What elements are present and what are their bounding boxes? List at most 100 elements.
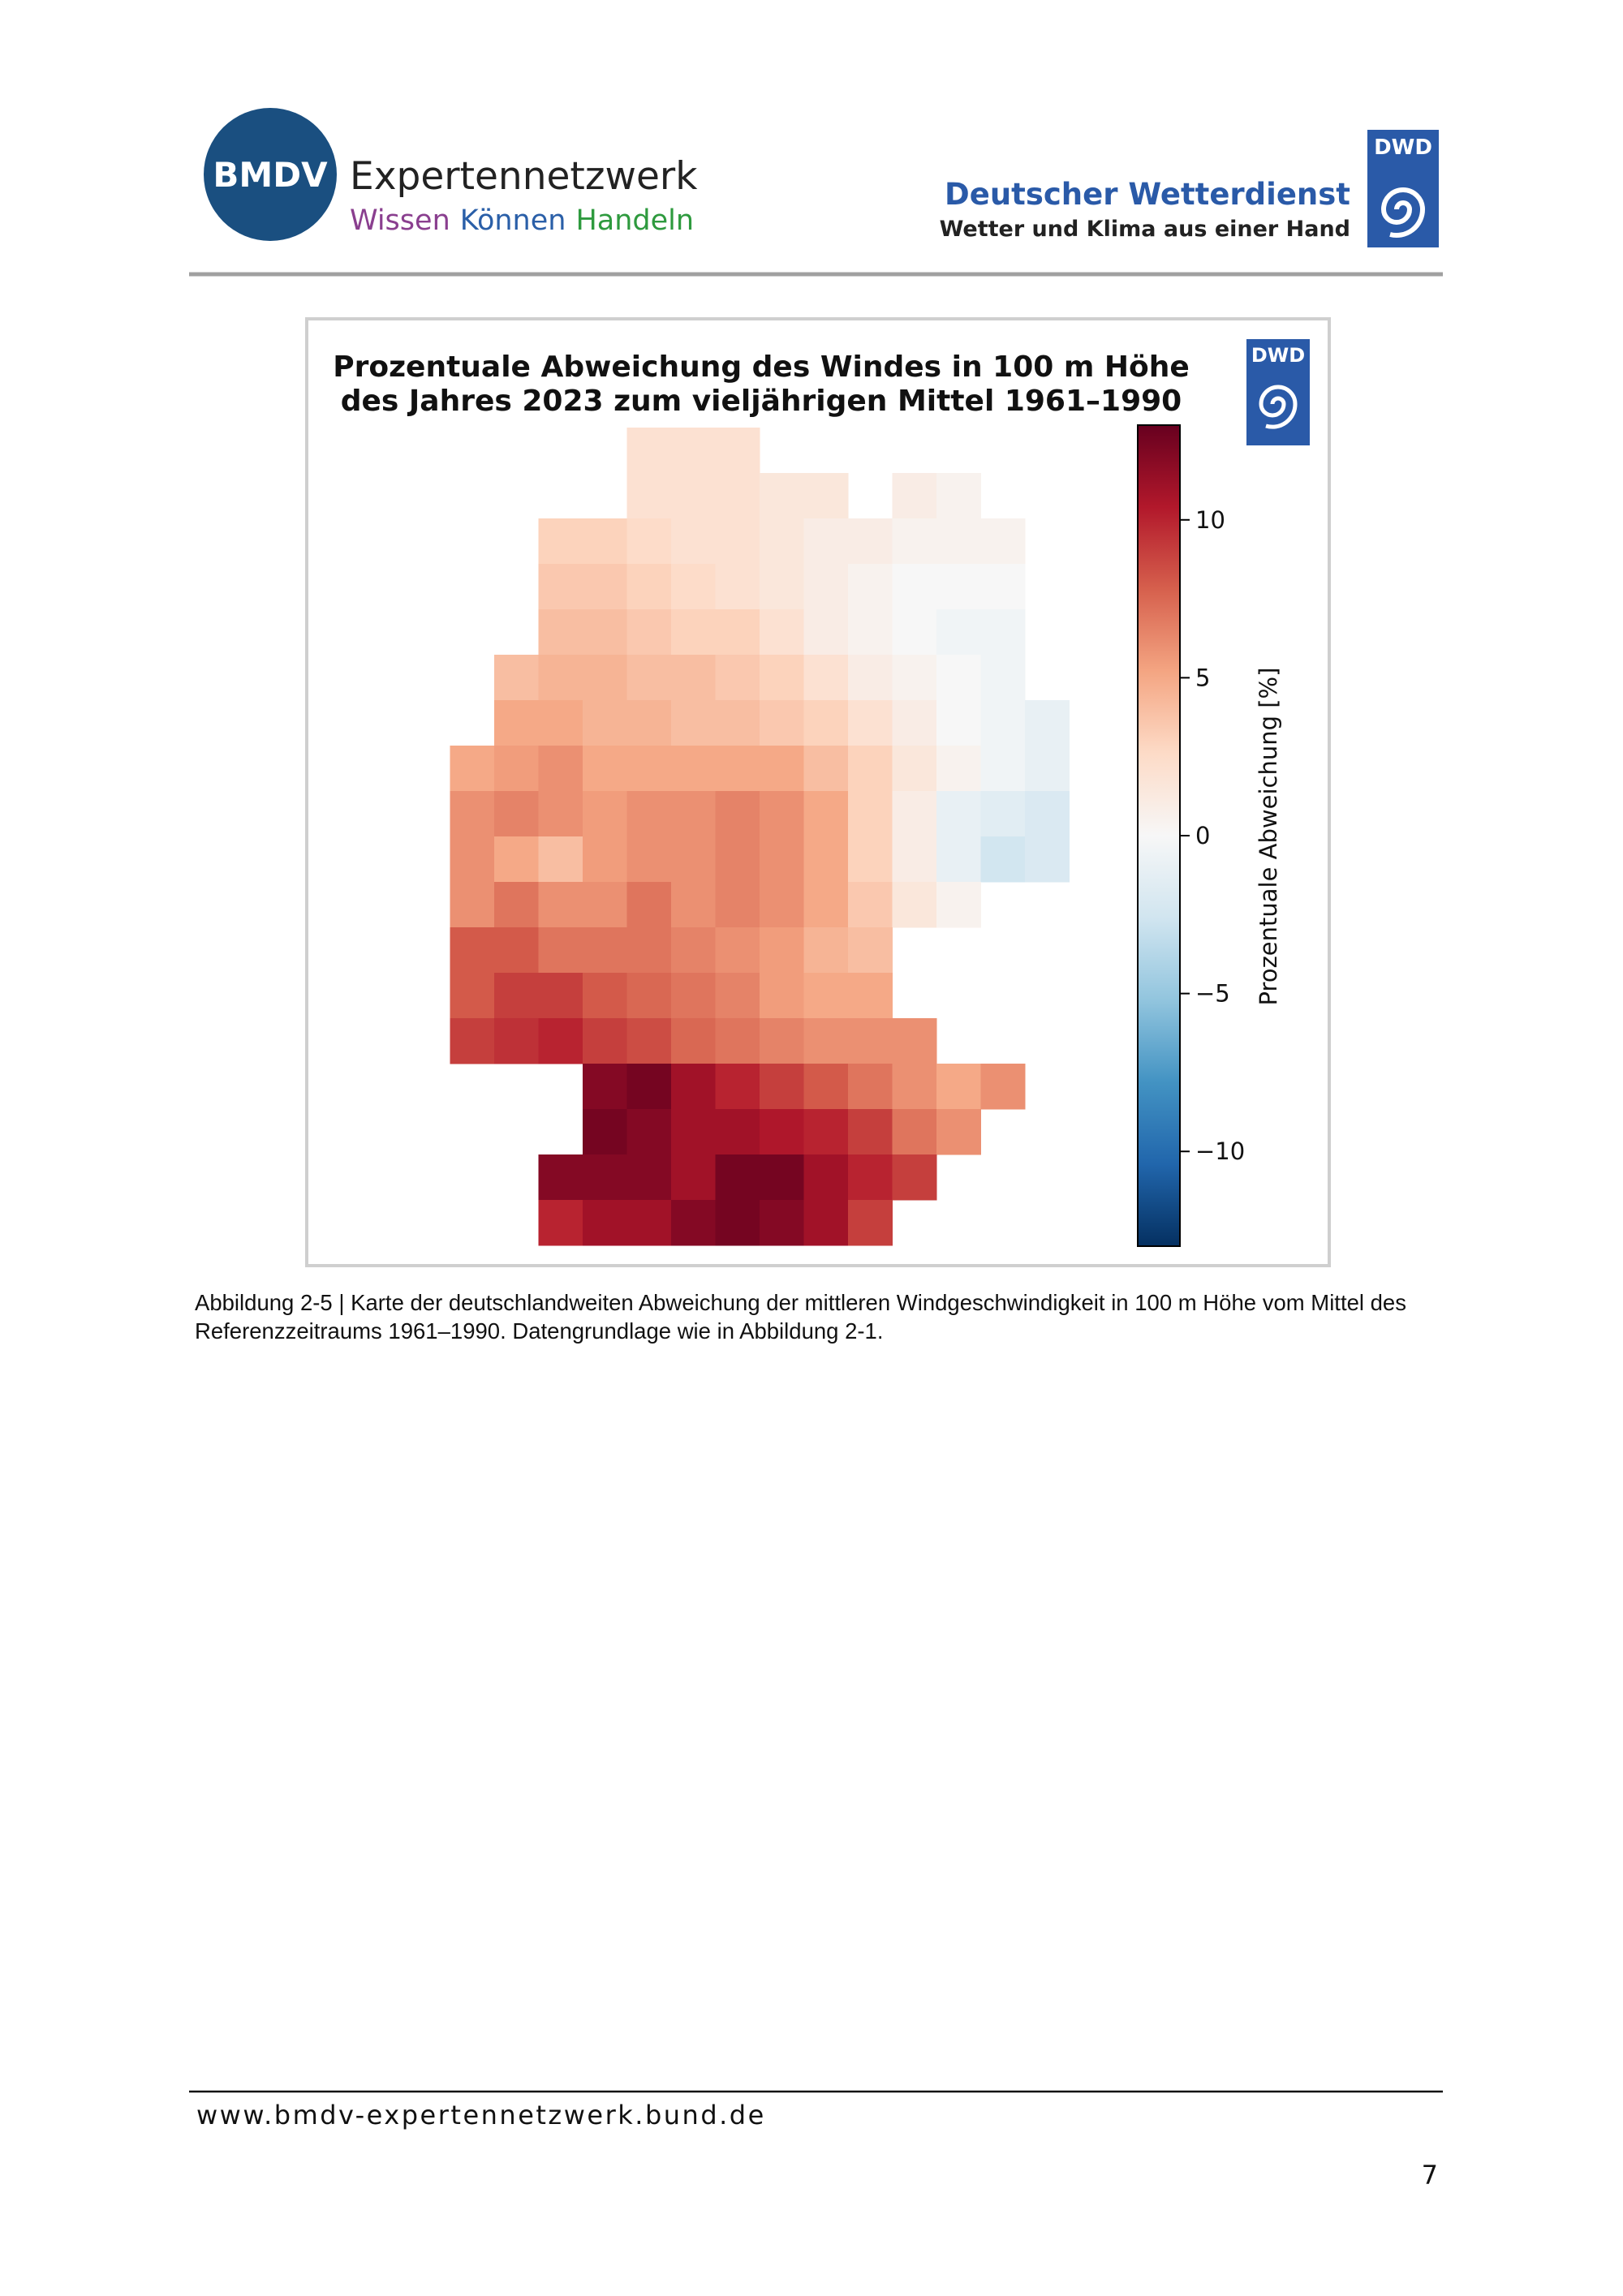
map-cell (892, 655, 937, 701)
map-cell (715, 700, 760, 746)
map-cell (803, 655, 849, 701)
map-cell (583, 655, 627, 701)
map-cell (803, 564, 849, 610)
dwd-slogan: Wetter und Klima aus einer Hand (940, 217, 1350, 242)
map-cell (936, 746, 981, 792)
map-cell (626, 746, 672, 792)
map-cell (892, 700, 937, 746)
map-cell (583, 973, 627, 1019)
map-cell (494, 973, 539, 1019)
map-cell (494, 746, 539, 792)
map-cell (936, 700, 981, 746)
map-cell (583, 836, 627, 883)
map-cell (583, 700, 627, 746)
chart-logo-text: DWD (1251, 344, 1305, 367)
map-cell (936, 564, 981, 610)
map-cell (936, 1064, 981, 1110)
map-cell (583, 518, 627, 565)
map-cell (494, 655, 539, 701)
map-cell (892, 836, 937, 883)
map-cell (760, 1064, 804, 1110)
map-cell (450, 882, 495, 928)
map-cell (671, 973, 716, 1019)
map-cell (848, 1109, 893, 1155)
map-cell (626, 518, 672, 565)
map-cell (626, 927, 672, 974)
map-cell (626, 1200, 672, 1246)
map-cell (583, 1109, 627, 1155)
map-cell (715, 746, 760, 792)
map-cell (671, 882, 716, 928)
map-cell (671, 564, 716, 610)
map-cell (450, 791, 495, 837)
map-cell (626, 1154, 672, 1201)
map-cell (892, 1064, 937, 1110)
map-cell (760, 973, 804, 1019)
map-cell (538, 564, 583, 610)
colorbar-tick-label: 10 (1195, 506, 1225, 534)
dwd-name: Deutscher Wetterdienst (945, 177, 1350, 212)
map-cell (980, 609, 1026, 656)
map-cell (892, 473, 937, 519)
map-cell (450, 836, 495, 883)
map-cell (1025, 746, 1070, 792)
map-cell (715, 564, 760, 610)
map-cell (803, 473, 849, 519)
map-cell (803, 1200, 849, 1246)
map-cell (538, 1018, 583, 1064)
map-cell (626, 655, 672, 701)
map-cell (626, 1064, 672, 1110)
map-cell (715, 473, 760, 519)
map-cell (538, 882, 583, 928)
map-cell (760, 564, 804, 610)
map-cell (583, 1154, 627, 1201)
map-cell (803, 609, 849, 656)
map-cell (848, 518, 893, 565)
map-cell (583, 746, 627, 792)
dwd-spiral (1380, 187, 1426, 239)
map-cell (760, 836, 804, 883)
map-cell (760, 1154, 804, 1201)
tagline: Wissen Können Handeln (350, 204, 694, 237)
map-cell (626, 882, 672, 928)
map-cell (583, 1064, 627, 1110)
map-cell (626, 1018, 672, 1064)
map-cell (538, 655, 583, 701)
map-cell (760, 473, 804, 519)
map-cell (583, 1200, 627, 1246)
map-cell (538, 746, 583, 792)
map-cell (494, 700, 539, 746)
map-cell (626, 609, 672, 656)
map-cell (980, 1064, 1026, 1110)
figure-caption: Abbildung 2-5 | Karte der deutschlandwei… (195, 1290, 1406, 1344)
map-cell (980, 518, 1026, 565)
map-cell (892, 746, 937, 792)
map-cell (803, 1154, 849, 1201)
map-cell (494, 882, 539, 928)
map-cell (626, 473, 672, 519)
map-cell (980, 700, 1026, 746)
map-cell (715, 791, 760, 837)
chart-title: Prozentuale Abweichung des Windes in 100… (333, 350, 1190, 384)
map-cell (494, 927, 539, 974)
dwd-logo: DWD (1367, 130, 1439, 247)
map-cell (715, 609, 760, 656)
map-cell (803, 791, 849, 837)
map-cell (671, 655, 716, 701)
map-cell (626, 428, 672, 474)
map-cell (848, 564, 893, 610)
map-cell (538, 836, 583, 883)
map-cell (936, 473, 981, 519)
map-cell (848, 746, 893, 792)
bmdv-logo (204, 108, 337, 241)
tagline-word: Handeln (575, 204, 694, 237)
map-cell (626, 791, 672, 837)
map-cell (450, 746, 495, 792)
chart-logo-spiral (1259, 385, 1298, 429)
map-cell (760, 882, 804, 928)
chart-title: des Jahres 2023 zum vieljährigen Mittel … (341, 385, 1182, 418)
map-cell (715, 973, 760, 1019)
map-cell (980, 836, 1026, 883)
map-cell (760, 1109, 804, 1155)
map-cell (583, 609, 627, 656)
